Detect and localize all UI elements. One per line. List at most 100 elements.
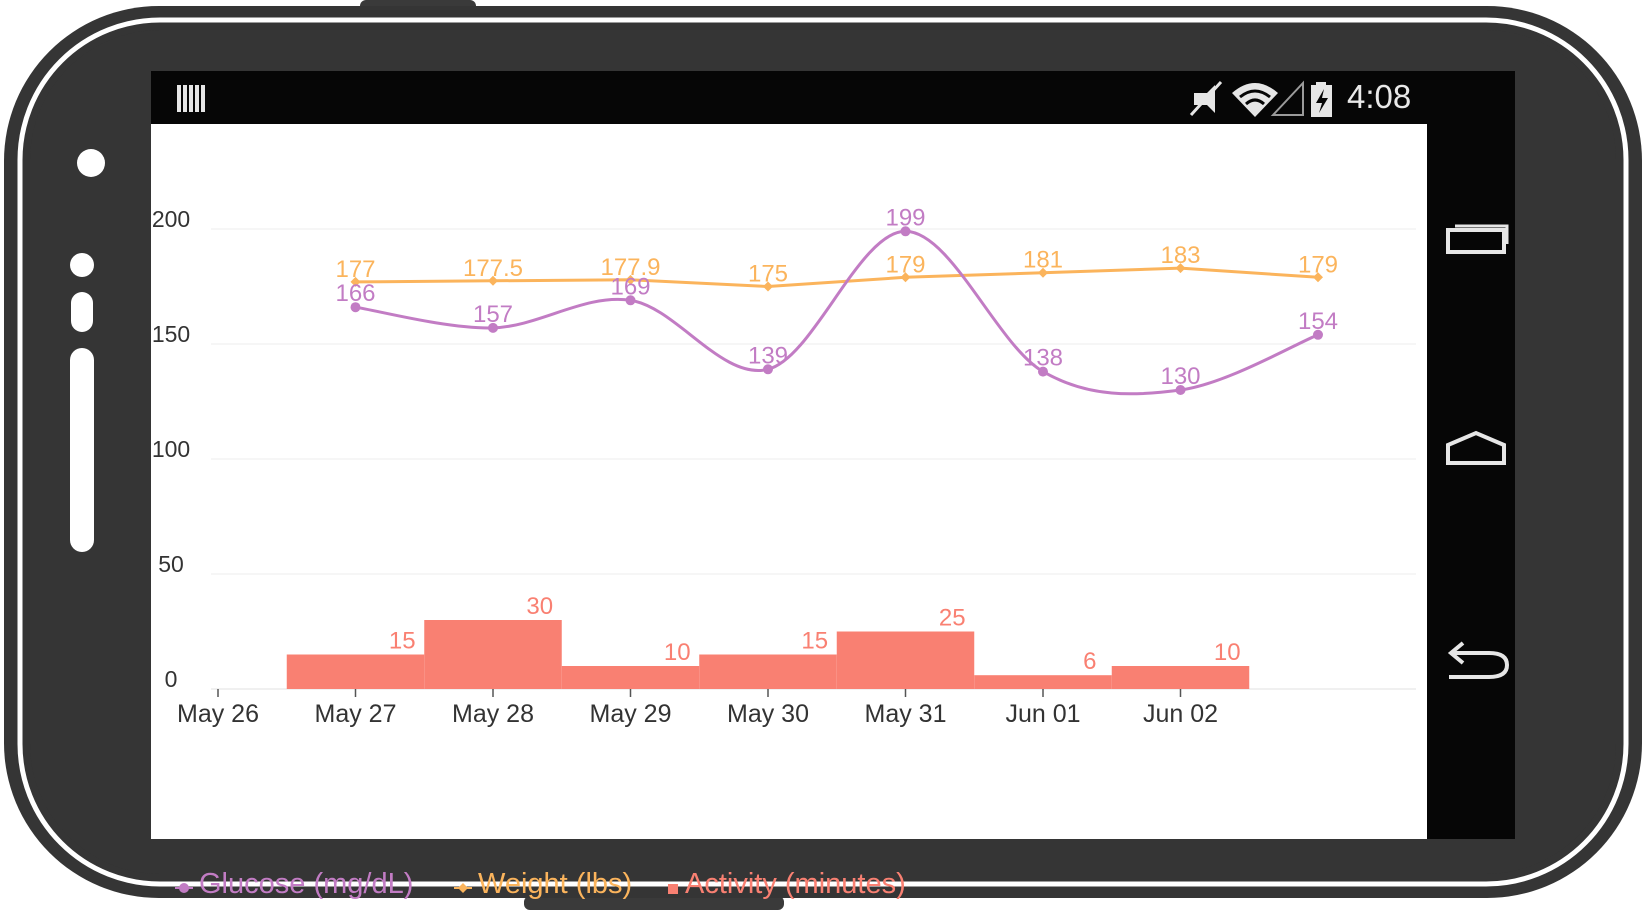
app-screen: 0 50 100 150 200 May 26 May 27 May 28 May 29 May… <box>151 124 1427 900</box>
phone-rim <box>17 17 1629 887</box>
signal-icon <box>1270 80 1304 116</box>
weight-point <box>350 276 361 287</box>
recent-apps-button[interactable] <box>1427 200 1515 280</box>
activity-legend-marker-icon <box>667 869 679 902</box>
legend-weight[interactable]: Weight (lbs) <box>454 868 632 902</box>
weight-line <box>355 266 1319 289</box>
glucose-point-label: 139 <box>748 342 788 369</box>
activity-bar-label: 15 <box>801 628 828 655</box>
glucose-point-label: 157 <box>473 301 513 328</box>
notification-bars-icon <box>177 85 205 112</box>
activity-bar <box>424 620 562 689</box>
glucose-line <box>355 229 1319 396</box>
activity-bar <box>561 666 700 689</box>
glucose-point <box>625 295 636 306</box>
weight-point <box>1313 272 1323 283</box>
weight-point-label: 179 <box>1298 251 1338 278</box>
back-icon <box>1447 641 1510 679</box>
x-tick-label: May 31 <box>865 700 947 728</box>
weight-point <box>625 274 636 285</box>
y-tick-label: 150 <box>152 321 190 347</box>
points <box>350 226 1323 395</box>
status-bar <box>151 71 1515 124</box>
y-tick-label: 200 <box>152 206 190 232</box>
legend-label-weight: Weight (lbs) <box>478 868 633 900</box>
glucose-point-label: 138 <box>1023 345 1063 372</box>
activity-bar <box>836 631 975 689</box>
speaker-small-icon <box>71 292 93 332</box>
glucose-point-label: 130 <box>1160 363 1200 390</box>
x-tick-label: Jun 02 <box>1143 700 1218 728</box>
weight-point <box>1175 263 1186 274</box>
x-axis: May 26 May 27 May 28 May 29 May 30 May 31 Jun … <box>177 689 1218 728</box>
speaker-grille-icon <box>70 348 94 552</box>
activity-bar <box>699 654 837 689</box>
battery-charging-icon <box>1311 82 1332 117</box>
status-clock: 4:08 <box>1347 78 1412 115</box>
x-tick-label: May 29 <box>590 700 672 728</box>
y-axis: 0 50 100 150 200 <box>152 206 190 692</box>
wifi-icon <box>1232 83 1278 117</box>
weight-point <box>488 275 498 286</box>
lines <box>355 229 1319 396</box>
weight-point-label: 177.9 <box>600 254 660 281</box>
activity-bar-label: 25 <box>939 605 966 632</box>
status-icons <box>177 80 1332 117</box>
weight-point <box>900 272 911 283</box>
sensor-icon <box>70 253 94 277</box>
data-labels: 15 30 10 15 25 6 10 166 157 169 139 199 138 130 154 177… <box>335 204 1338 675</box>
glucose-point-label: 154 <box>1298 308 1338 335</box>
weight-legend-marker-icon <box>454 869 472 902</box>
weight-point <box>1038 267 1048 278</box>
x-tick-label: May 28 <box>452 700 534 728</box>
activity-bars <box>286 620 1250 689</box>
activity-bar <box>1111 666 1250 689</box>
recent-apps-icon <box>1446 224 1509 254</box>
activity-bar-label: 15 <box>389 628 416 655</box>
activity-bar-label: 10 <box>664 639 691 666</box>
legend-activity[interactable]: Activity (minutes) <box>667 868 906 902</box>
glucose-point <box>1313 329 1323 340</box>
glucose-point <box>1175 385 1186 395</box>
activity-bar-label: 6 <box>1083 648 1096 675</box>
home-icon <box>1446 430 1506 465</box>
weight-point-label: 179 <box>885 251 925 278</box>
back-button[interactable] <box>1427 625 1515 705</box>
x-tick-label: May 27 <box>315 700 397 728</box>
glucose-point <box>488 322 498 333</box>
y-tick-label: 0 <box>165 666 178 692</box>
activity-bar <box>974 675 1112 689</box>
glucose-point <box>350 302 361 313</box>
weight-point <box>763 281 773 292</box>
glucose-point <box>1038 366 1048 377</box>
glucose-legend-marker-icon <box>175 869 193 902</box>
glucose-point <box>763 364 773 375</box>
weight-point-label: 177.5 <box>463 255 523 282</box>
y-tick-label: 100 <box>152 436 190 462</box>
glucose-point-label: 199 <box>885 204 925 231</box>
x-tick-label: May 26 <box>177 700 259 728</box>
activity-bar-label: 10 <box>1214 639 1241 666</box>
activity-bar-label: 30 <box>526 593 553 620</box>
weight-point-label: 181 <box>1023 247 1063 274</box>
legend-label-activity: Activity (minutes) <box>685 868 906 900</box>
glucose-point-label: 166 <box>335 280 375 307</box>
glucose-point <box>900 226 911 237</box>
phone-bottom-button <box>524 896 784 910</box>
x-tick-label: May 30 <box>727 700 809 728</box>
weight-point-label: 175 <box>748 261 788 288</box>
camera-icon <box>77 149 105 177</box>
glucose-point-label: 169 <box>610 273 650 300</box>
legend-label-glucose: Glucose (mg/dL) <box>199 868 414 900</box>
legend-glucose[interactable]: Glucose (mg/dL) <box>175 868 413 902</box>
activity-bar <box>286 654 425 689</box>
navigation-bar <box>1427 124 1515 839</box>
mute-icon <box>1189 80 1223 117</box>
weight-point-label: 183 <box>1160 242 1200 269</box>
grid <box>211 228 1416 690</box>
weight-point-label: 177 <box>335 256 375 283</box>
x-tick-label: Jun 01 <box>1005 700 1080 728</box>
home-button[interactable] <box>1427 415 1515 495</box>
y-tick-label: 50 <box>158 551 184 577</box>
